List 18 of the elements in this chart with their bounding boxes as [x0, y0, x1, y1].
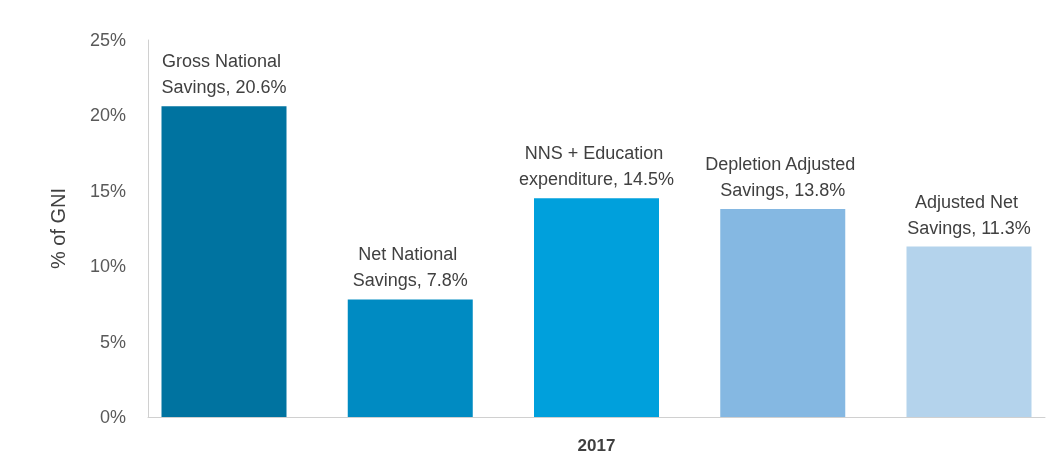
- y-tick-label: 5%: [99, 331, 126, 352]
- data-label: Adjusted Net Savings, 11.3%: [907, 191, 1031, 238]
- y-tick-label: 20%: [89, 105, 126, 126]
- bar: [720, 208, 846, 417]
- data-label: Gross National Savings, 20.6%: [161, 51, 287, 98]
- y-axis-title: % of GNI: [47, 187, 69, 270]
- data-label: Net National Savings, 7.8%: [352, 244, 468, 291]
- y-tick-label: 0%: [99, 407, 126, 427]
- bar: [161, 106, 287, 417]
- y-tick-label: 10%: [89, 256, 126, 277]
- bar: [906, 246, 1032, 417]
- x-tick-label: 2017: [577, 436, 616, 455]
- y-tick-label: 25%: [89, 30, 126, 50]
- data-label: NNS + Education expenditure, 14.5%: [518, 143, 675, 190]
- y-tick-label: 15%: [89, 180, 126, 201]
- data-label: Depletion Adjusted Savings, 13.8%: [705, 153, 861, 200]
- bar: [347, 299, 473, 417]
- bar: [534, 198, 659, 417]
